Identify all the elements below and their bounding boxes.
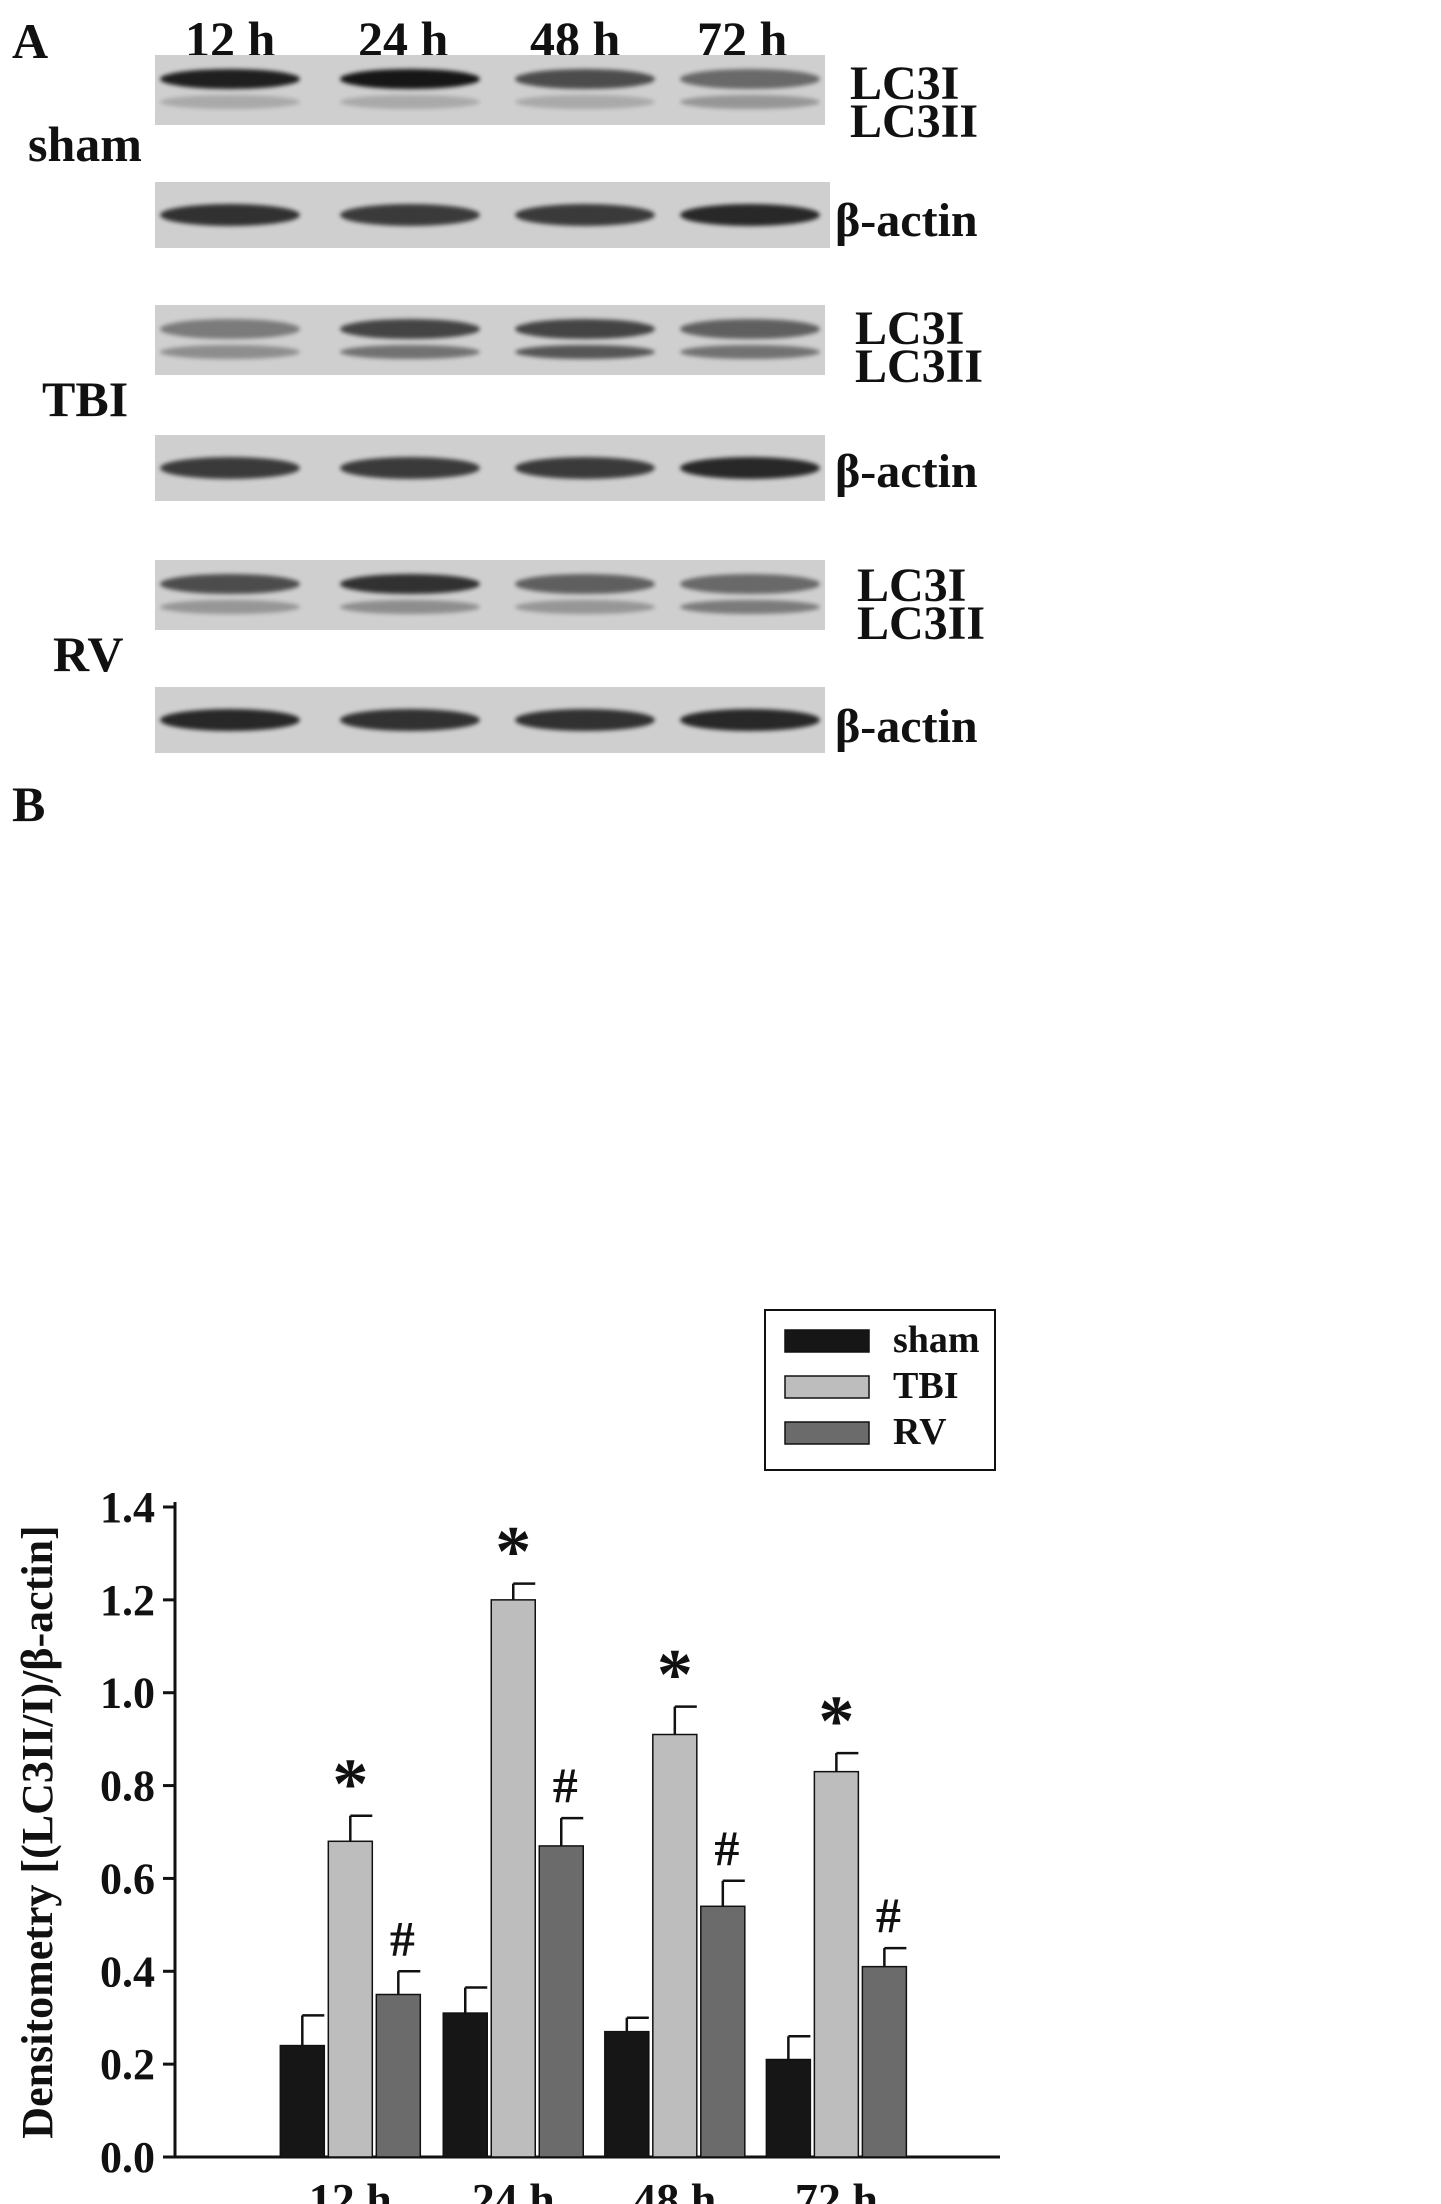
lc3ii-band bbox=[160, 95, 300, 109]
bar-rv-1 bbox=[538, 1845, 584, 2158]
y-axis-label: Densitometry [(LC3II/I)/β-actin] bbox=[13, 1525, 62, 2138]
group-label-tbi: TBI bbox=[42, 371, 129, 427]
bar-tbi-0 bbox=[327, 1840, 374, 2158]
beta-actin-band bbox=[340, 709, 480, 731]
blot-sham-actin bbox=[155, 182, 830, 248]
beta-actin-band bbox=[160, 709, 300, 731]
x-tick-label: 72 h bbox=[795, 2174, 878, 2204]
lc3i-band bbox=[515, 319, 655, 339]
blot-rv-lc3 bbox=[155, 560, 825, 630]
lc3ii-band bbox=[680, 345, 820, 359]
beta-actin-band bbox=[680, 709, 820, 731]
bar-rv-0 bbox=[375, 1993, 422, 2158]
bar-rv-2 bbox=[700, 1905, 746, 2158]
label-lc3i: LC3I bbox=[857, 559, 967, 612]
lc3i-band bbox=[680, 319, 820, 339]
x-tick-label: 12 h bbox=[309, 2174, 392, 2204]
y-tick-label: 1.4 bbox=[100, 1483, 155, 1532]
legend-swatch-tbi bbox=[784, 1375, 870, 1399]
lc3i-band bbox=[160, 69, 300, 89]
beta-actin-band bbox=[680, 457, 820, 479]
group-label-rv: RV bbox=[53, 626, 124, 682]
beta-actin-band bbox=[160, 457, 300, 479]
y-tick-label: 0.4 bbox=[100, 1947, 155, 1996]
bar-rv-3 bbox=[861, 1965, 908, 2158]
beta-actin-band bbox=[340, 204, 480, 226]
bar-sham-3 bbox=[765, 2058, 812, 2158]
legend-label-rv: RV bbox=[893, 1411, 947, 1453]
y-tick-label: 0.6 bbox=[100, 1854, 155, 1903]
lc3i-band bbox=[680, 69, 820, 89]
y-tick-label: 1.2 bbox=[100, 1576, 155, 1625]
lc3ii-band bbox=[340, 600, 480, 614]
lc3ii-band bbox=[680, 600, 820, 614]
lc3i-band bbox=[340, 319, 480, 339]
lc3i-band bbox=[160, 319, 300, 339]
lc3ii-band bbox=[160, 345, 300, 359]
lc3ii-band bbox=[340, 345, 480, 359]
significance-asterisk: * bbox=[657, 1635, 693, 1715]
bar-sham-0 bbox=[279, 2044, 326, 2158]
significance-asterisk: * bbox=[495, 1512, 531, 1592]
label-lc3ii: LC3II bbox=[850, 95, 979, 148]
significance-hash: # bbox=[714, 1820, 739, 1876]
y-tick-label: 0.2 bbox=[100, 2040, 155, 2089]
significance-hash: # bbox=[876, 1887, 901, 1943]
label-beta-actin: β-actin bbox=[835, 700, 978, 753]
lc3ii-band bbox=[680, 95, 820, 109]
bar-tbi-3 bbox=[813, 1770, 860, 2158]
x-tick-label: 48 h bbox=[633, 2174, 716, 2204]
blot-tbi-lc3 bbox=[155, 305, 825, 375]
lc3i-band bbox=[160, 574, 300, 594]
legend-swatch-sham bbox=[784, 1329, 870, 1353]
label-beta-actin: β-actin bbox=[835, 445, 978, 498]
beta-actin-band bbox=[160, 204, 300, 226]
blot-rv-actin bbox=[155, 687, 825, 753]
beta-actin-band bbox=[515, 457, 655, 479]
densitometry-bar-chart: 0.0 0.2 0.4 0.6 0.8 1.0 1.2 1.4 Densitometry [(L… bbox=[13, 1309, 1000, 2204]
y-tick-label: 0.0 bbox=[100, 2133, 155, 2182]
lc3ii-band bbox=[340, 95, 480, 109]
lc3i-band bbox=[515, 574, 655, 594]
panel-b-letter: B bbox=[12, 776, 46, 832]
x-tick-label: 24 h bbox=[472, 2174, 555, 2204]
lc3i-band bbox=[515, 69, 655, 89]
bar-sham-1 bbox=[442, 2012, 488, 2158]
blot-sham-lc3 bbox=[155, 55, 825, 125]
lc3ii-band bbox=[515, 600, 655, 614]
label-beta-actin: β-actin bbox=[835, 194, 978, 247]
significance-asterisk: * bbox=[332, 1744, 368, 1824]
legend-swatch-rv bbox=[784, 1421, 870, 1445]
group-label-sham: sham bbox=[28, 116, 142, 172]
beta-actin-band bbox=[680, 204, 820, 226]
legend-label-sham: sham bbox=[893, 1319, 980, 1361]
label-lc3i: LC3I bbox=[855, 302, 965, 355]
label-lc3i: LC3I bbox=[850, 57, 960, 110]
significance-hash: # bbox=[390, 1910, 415, 1966]
y-tick-label: 0.8 bbox=[100, 1762, 155, 1811]
bar-tbi-1 bbox=[490, 1599, 536, 2158]
lc3ii-band bbox=[515, 95, 655, 109]
y-tick-label: 1.0 bbox=[100, 1669, 155, 1718]
legend-label-tbi: TBI bbox=[893, 1365, 958, 1407]
label-lc3ii: LC3II bbox=[857, 597, 986, 650]
bar-tbi-2 bbox=[652, 1733, 698, 2158]
beta-actin-band bbox=[515, 709, 655, 731]
panel-a-letter: A bbox=[12, 13, 49, 69]
significance-hash: # bbox=[553, 1757, 578, 1813]
blot-tbi-actin bbox=[155, 435, 825, 501]
beta-actin-band bbox=[515, 204, 655, 226]
bar-sham-2 bbox=[604, 2030, 650, 2158]
significance-asterisk: * bbox=[818, 1681, 854, 1761]
label-lc3ii: LC3II bbox=[855, 340, 984, 393]
lc3i-band bbox=[680, 574, 820, 594]
beta-actin-band bbox=[340, 457, 480, 479]
lc3ii-band bbox=[515, 345, 655, 359]
lc3i-band bbox=[340, 574, 480, 594]
lc3i-band bbox=[340, 69, 480, 89]
lc3ii-band bbox=[160, 600, 300, 614]
